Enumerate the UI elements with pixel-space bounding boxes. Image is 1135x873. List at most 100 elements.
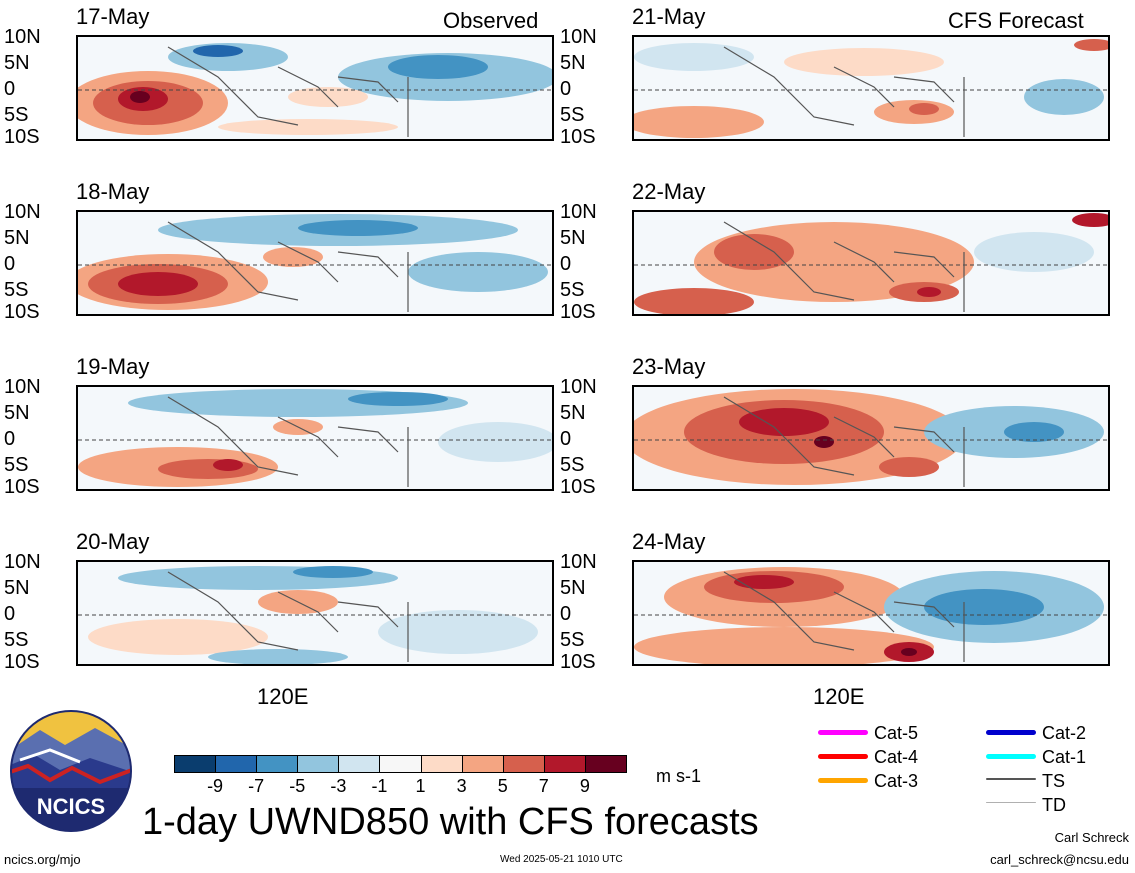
lat-label: 10N bbox=[4, 376, 41, 398]
map-panel-18-may bbox=[76, 210, 554, 316]
lat-label: 10N bbox=[560, 201, 597, 223]
legend-label: TD bbox=[1042, 795, 1066, 815]
map-22-may bbox=[634, 212, 1108, 314]
lat-label: 10S bbox=[560, 651, 596, 673]
colorbar-swatch bbox=[502, 755, 545, 773]
legend-label: Cat-2 bbox=[1042, 723, 1087, 743]
map-panel-17-may bbox=[76, 35, 554, 141]
lat-label: 10N bbox=[4, 201, 41, 223]
lat-label: 5N bbox=[560, 402, 586, 424]
legend-label: Cat-4 bbox=[874, 747, 919, 767]
lat-label: 0 bbox=[4, 428, 16, 450]
panel-date-24-may: 24-May bbox=[632, 529, 706, 554]
colorbar-swatch bbox=[461, 755, 504, 773]
lat-label: 0 bbox=[560, 603, 572, 625]
colorbar-swatch bbox=[215, 755, 258, 773]
colorbar-tick-label: 9 bbox=[579, 776, 590, 796]
lat-label: 5N bbox=[4, 227, 30, 249]
panel-date-17-may: 17-May bbox=[76, 4, 150, 29]
colorbar-tick-label: -7 bbox=[248, 776, 265, 796]
panel-date-22-may: 22-May bbox=[632, 179, 706, 204]
colorbar-swatch bbox=[584, 755, 627, 773]
map-20-may bbox=[78, 562, 552, 664]
colorbar-tick-label: -5 bbox=[289, 776, 306, 796]
colorbar-swatch bbox=[379, 755, 422, 773]
ncics-logo: NCICS bbox=[10, 710, 132, 832]
map-24-may bbox=[634, 562, 1108, 664]
map-23-may bbox=[634, 387, 1108, 489]
colorbar-swatch bbox=[256, 755, 299, 773]
lat-label: 0 bbox=[4, 603, 16, 625]
panel-date-18-may: 18-May bbox=[76, 179, 150, 204]
legend-line bbox=[986, 754, 1036, 759]
legend-line bbox=[986, 730, 1036, 735]
footer-email: carl_schreck@ncsu.edu bbox=[990, 852, 1129, 867]
lat-label: 0 bbox=[560, 78, 572, 100]
lon-label-left: 120E bbox=[257, 684, 309, 709]
lat-label: 10N bbox=[560, 551, 597, 573]
lat-label: 5S bbox=[4, 104, 29, 126]
lat-label: 10N bbox=[4, 26, 41, 48]
colorbar-tick-label: -3 bbox=[330, 776, 347, 796]
footer-timestamp: Wed 2025-05-21 1010 UTC bbox=[500, 854, 623, 865]
lat-label: 5S bbox=[4, 629, 29, 651]
colorbar-tick-label: -9 bbox=[207, 776, 224, 796]
lat-label: 5N bbox=[4, 52, 30, 74]
lat-label: 10S bbox=[4, 126, 40, 148]
legend-label: Cat-1 bbox=[1042, 747, 1087, 767]
lat-label: 5S bbox=[560, 104, 585, 126]
lat-label: 10N bbox=[4, 551, 41, 573]
legend-line bbox=[818, 730, 868, 735]
legend-label: Cat-3 bbox=[874, 771, 919, 791]
lat-label: 10S bbox=[560, 301, 596, 323]
main-title: 1-day UWND850 with CFS forecasts bbox=[142, 801, 759, 843]
colorbar-unit: m s-1 bbox=[656, 766, 701, 786]
logo-text: NCICS bbox=[37, 794, 105, 819]
lat-label: 0 bbox=[4, 253, 16, 275]
lat-label: 5N bbox=[4, 402, 30, 424]
panel-tag-observed: Observed bbox=[443, 8, 539, 33]
map-panel-19-may bbox=[76, 385, 554, 491]
footer-url: ncics.org/mjo bbox=[4, 852, 81, 867]
colorbar-tick-label: 3 bbox=[456, 776, 467, 796]
lat-label: 10S bbox=[560, 476, 596, 498]
lat-label: 0 bbox=[560, 253, 572, 275]
panel-date-23-may: 23-May bbox=[632, 354, 706, 379]
lat-label: 10S bbox=[4, 476, 40, 498]
map-19-may bbox=[78, 387, 552, 489]
colorbar-tick-label: 1 bbox=[415, 776, 426, 796]
lat-label: 10S bbox=[4, 301, 40, 323]
legend-line bbox=[818, 778, 868, 783]
map-panel-24-may bbox=[632, 560, 1110, 666]
lat-label: 10S bbox=[4, 651, 40, 673]
legend-label: Cat-5 bbox=[874, 723, 919, 743]
colorbar-tick-label: 7 bbox=[538, 776, 549, 796]
colorbar-tick-label: 5 bbox=[497, 776, 508, 796]
lat-label: 5S bbox=[560, 454, 585, 476]
lat-label: 0 bbox=[560, 428, 572, 450]
lat-label: 5S bbox=[560, 279, 585, 301]
panel-tag-cfs-forecast: CFS Forecast bbox=[948, 8, 1084, 33]
lat-label: 5N bbox=[560, 577, 586, 599]
footer-author: Carl Schreck bbox=[1054, 830, 1129, 845]
colorbar-swatch bbox=[174, 755, 217, 773]
map-panel-22-may bbox=[632, 210, 1110, 316]
colorbar-tick-label: -1 bbox=[371, 776, 388, 796]
map-18-may bbox=[78, 212, 552, 314]
legend-line bbox=[818, 754, 868, 759]
lat-label: 5N bbox=[560, 227, 586, 249]
lat-label: 10N bbox=[560, 26, 597, 48]
map-panel-21-may bbox=[632, 35, 1110, 141]
legend-line bbox=[986, 778, 1036, 780]
lat-label: 10N bbox=[560, 376, 597, 398]
lon-label-right: 120E bbox=[813, 684, 865, 709]
panel-date-20-may: 20-May bbox=[76, 529, 150, 554]
colorbar-swatch bbox=[338, 755, 381, 773]
lat-label: 5N bbox=[560, 52, 586, 74]
legend-line bbox=[986, 802, 1036, 803]
map-panel-23-may bbox=[632, 385, 1110, 491]
map-21-may bbox=[634, 37, 1108, 139]
lat-label: 10S bbox=[560, 126, 596, 148]
panel-date-19-may: 19-May bbox=[76, 354, 150, 379]
